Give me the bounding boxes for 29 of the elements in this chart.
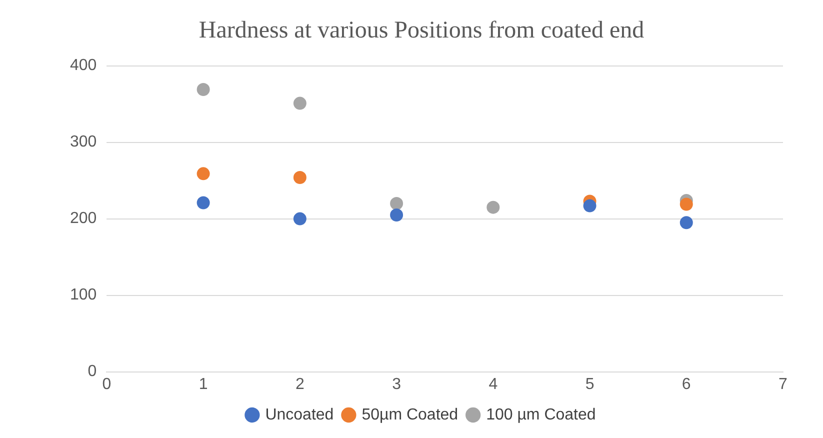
point (390, 208, 404, 222)
y-tick-label: 400 (70, 57, 97, 74)
x-tick-label: 5 (585, 376, 594, 393)
point (293, 212, 306, 226)
y-tick-label: 100 (70, 286, 97, 304)
chart-title: Hardness at various Positions from coated end (198, 18, 644, 44)
x-tick-label: 4 (488, 376, 498, 393)
x-tick-label: 3 (392, 376, 402, 393)
y-tick-label: 300 (70, 134, 97, 151)
y-tick-label: 200 (70, 210, 97, 228)
point (680, 198, 693, 211)
point (486, 200, 500, 214)
legend-label: 100 µm Coated (486, 406, 596, 424)
x-tick-label: 0 (102, 376, 112, 393)
legend-label: Uncoated (265, 406, 334, 424)
x-tick-label: 1 (198, 376, 208, 393)
x-tick-label: 6 (682, 376, 691, 393)
point (196, 167, 210, 180)
point (196, 83, 210, 96)
x-tick-label: 2 (295, 376, 304, 393)
point (293, 96, 306, 110)
point (583, 199, 596, 212)
point (390, 197, 404, 210)
point (680, 216, 693, 230)
point (293, 170, 306, 184)
legend-label: 50µm Coated (362, 406, 458, 424)
x-tick-label: 7 (778, 376, 788, 393)
y-tick-label: 0 (88, 363, 97, 380)
point (196, 196, 210, 210)
